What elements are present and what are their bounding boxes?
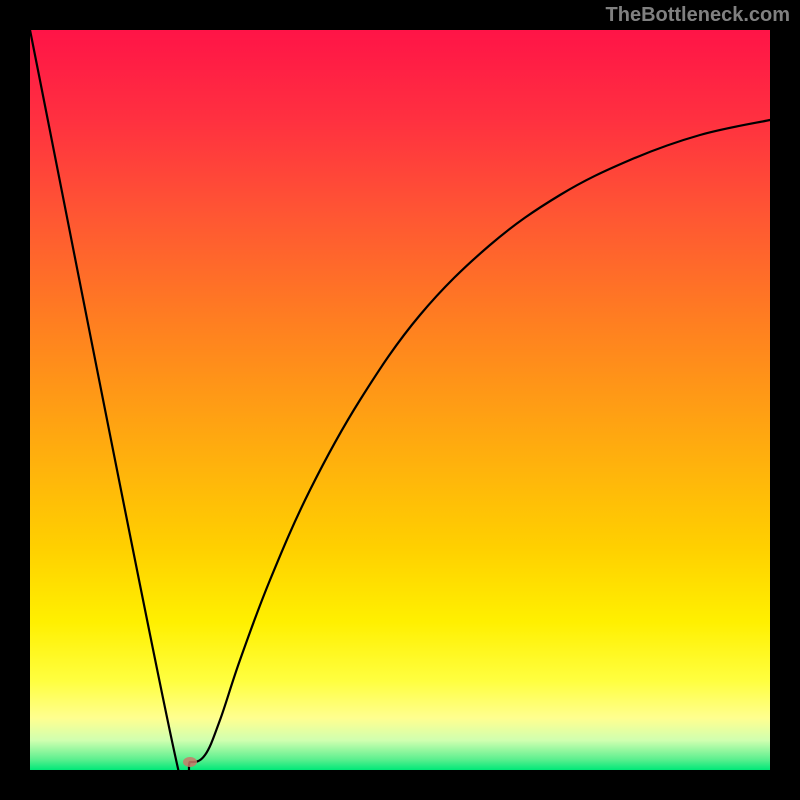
- chart-container: TheBottleneck.com: [0, 0, 800, 800]
- bottleneck-chart: [0, 0, 800, 800]
- chart-plot-area: [30, 30, 770, 770]
- minimum-marker: [183, 757, 197, 767]
- watermark-text: TheBottleneck.com: [606, 4, 790, 27]
